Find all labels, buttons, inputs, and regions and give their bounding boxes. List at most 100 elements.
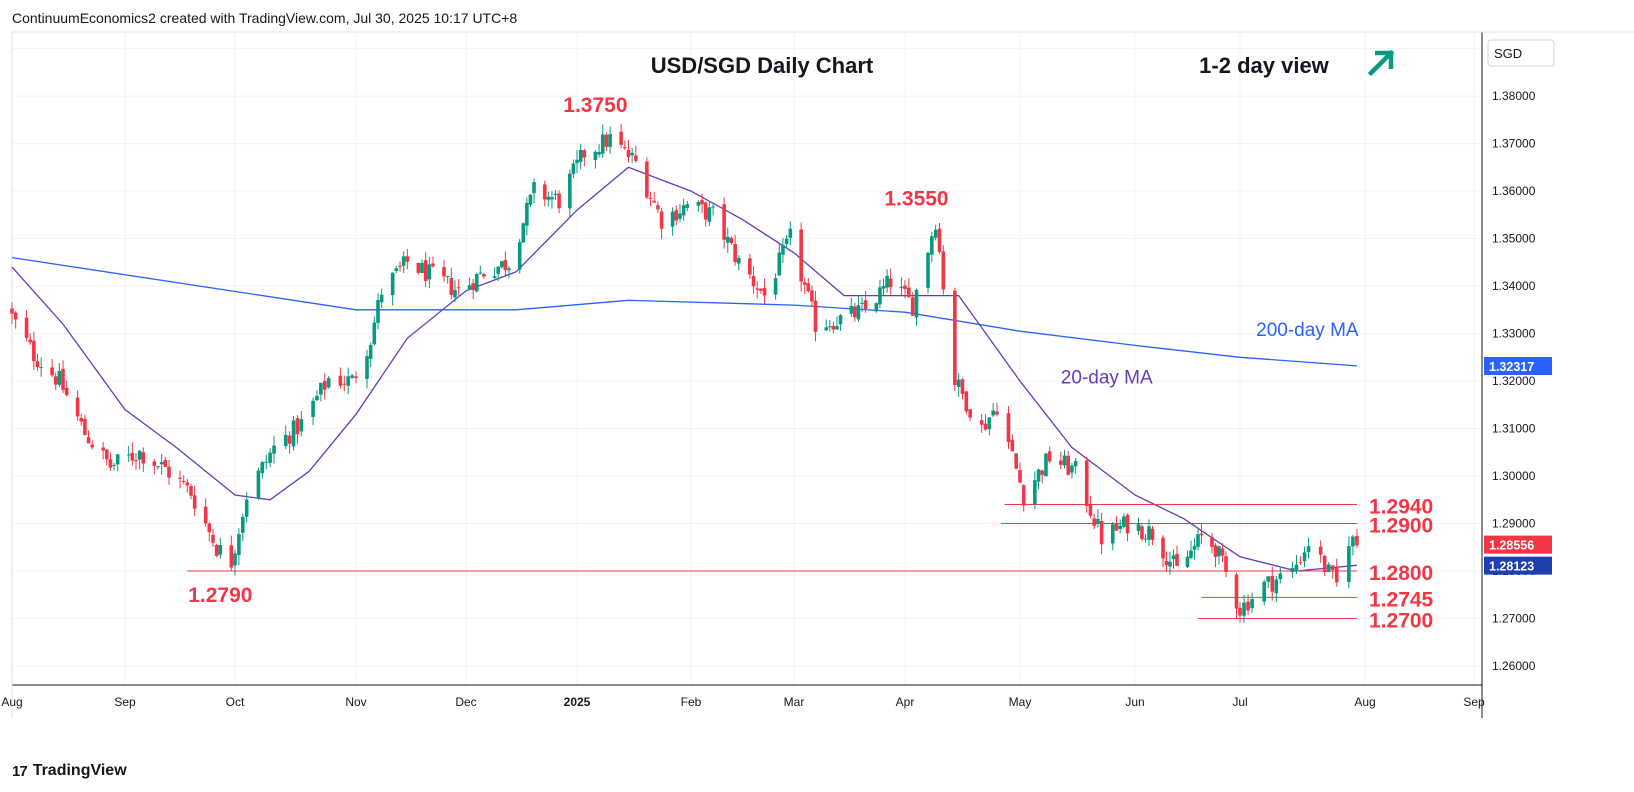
candle-body[interactable] [10,308,14,314]
candle-body[interactable] [521,223,526,243]
candle-body[interactable] [1347,545,1351,583]
candle-body[interactable] [1175,553,1179,566]
candle-body[interactable] [1234,574,1239,609]
candle-body[interactable] [315,395,319,401]
candle-body[interactable] [773,278,778,295]
candle-body[interactable] [956,379,961,387]
candle-body[interactable] [264,461,269,463]
candle-body[interactable] [1047,451,1052,462]
candle-body[interactable] [1006,413,1011,443]
candle-body[interactable] [1298,562,1303,564]
candle-body[interactable] [237,534,241,555]
candle-body[interactable] [674,210,679,221]
candle-body[interactable] [101,447,105,451]
candle-body[interactable] [1088,505,1093,516]
candle-body[interactable] [1033,480,1037,505]
candle-body[interactable] [711,206,715,208]
candle-body[interactable] [241,516,245,533]
candle-body[interactable] [445,276,450,278]
candle-body[interactable] [64,387,69,396]
price-axis[interactable]: 1.390001.380001.370001.360001.350001.340… [1,39,1555,709]
candle-body[interactable] [218,545,223,555]
candle-body[interactable] [1021,485,1026,506]
candle-body[interactable] [214,544,219,556]
candle-body[interactable] [652,200,657,203]
candle-body[interactable] [645,161,649,198]
candle-body[interactable] [1062,455,1067,466]
candle-body[interactable] [449,278,454,295]
candle-body[interactable] [1326,564,1331,573]
candle-body[interactable] [420,262,424,274]
candle-body[interactable] [1306,546,1311,553]
candle-body[interactable] [338,375,343,386]
candle-body[interactable] [272,445,276,454]
tradingview-brand[interactable]: 17 TradingView [12,762,127,780]
candle-body[interactable] [725,236,730,243]
candle-body[interactable] [860,302,864,304]
candle-body[interactable] [696,202,701,206]
candle-body[interactable] [1238,607,1242,616]
candle-body[interactable] [1294,564,1299,571]
candle-body[interactable] [964,391,969,412]
candle-body[interactable] [1355,535,1359,546]
candle-body[interactable] [319,382,323,395]
candle-body[interactable] [578,150,583,162]
candle-body[interactable] [619,131,623,145]
candle-body[interactable] [405,256,410,262]
candle-body[interactable] [995,411,999,415]
candle-body[interactable] [1192,545,1197,550]
candle-body[interactable] [50,367,54,376]
candle-body[interactable] [1140,526,1144,540]
candle-body[interactable] [953,290,957,386]
candle-body[interactable] [115,454,120,465]
candle-body[interactable] [748,258,752,275]
candle-body[interactable] [781,245,785,255]
candle-body[interactable] [1118,525,1122,529]
candle-body[interactable] [32,340,36,362]
candlesticks[interactable] [10,123,1359,623]
candle-body[interactable] [885,275,889,288]
candle-body[interactable] [1073,461,1078,467]
candle-body[interactable] [1189,550,1193,558]
candle-body[interactable] [207,523,212,533]
candle-body[interactable] [1136,524,1141,532]
candle-body[interactable] [762,288,767,296]
candle-body[interactable] [1084,460,1089,507]
candle-body[interactable] [1210,537,1214,547]
candle-body[interactable] [1274,579,1279,594]
candle-body[interactable] [53,376,58,385]
candle-body[interactable] [634,155,638,161]
candle-body[interactable] [802,282,807,285]
candle-body[interactable] [582,150,587,158]
candle-body[interactable] [1161,537,1165,559]
candle-body[interactable] [350,375,354,378]
candle-body[interactable] [1044,453,1048,477]
candle-body[interactable] [244,499,249,517]
candle-body[interactable] [553,193,558,196]
candle-body[interactable] [24,317,29,338]
candle-body[interactable] [1302,552,1307,562]
candle-body[interactable] [685,204,690,208]
candle-body[interactable] [828,326,832,328]
candle-body[interactable] [416,263,421,273]
candle-body[interactable] [755,288,760,290]
candle-body[interactable] [299,419,304,432]
candle-body[interactable] [737,257,741,264]
candle-body[interactable] [394,268,399,272]
candle-body[interactable] [13,312,18,320]
candle-body[interactable] [806,283,811,292]
candle-body[interactable] [108,459,113,468]
candle-body[interactable] [141,452,146,464]
candle-body[interactable] [926,252,930,288]
candle-body[interactable] [423,260,428,282]
candle-body[interactable] [1066,455,1071,475]
candle-body[interactable] [604,134,609,147]
candle-body[interactable] [941,251,946,290]
candle-body[interactable] [987,417,992,430]
candle-body[interactable] [853,306,857,318]
candle-body[interactable] [670,211,675,227]
candle-body[interactable] [1330,565,1335,570]
candle-body[interactable] [185,482,190,486]
candle-body[interactable] [368,345,373,359]
